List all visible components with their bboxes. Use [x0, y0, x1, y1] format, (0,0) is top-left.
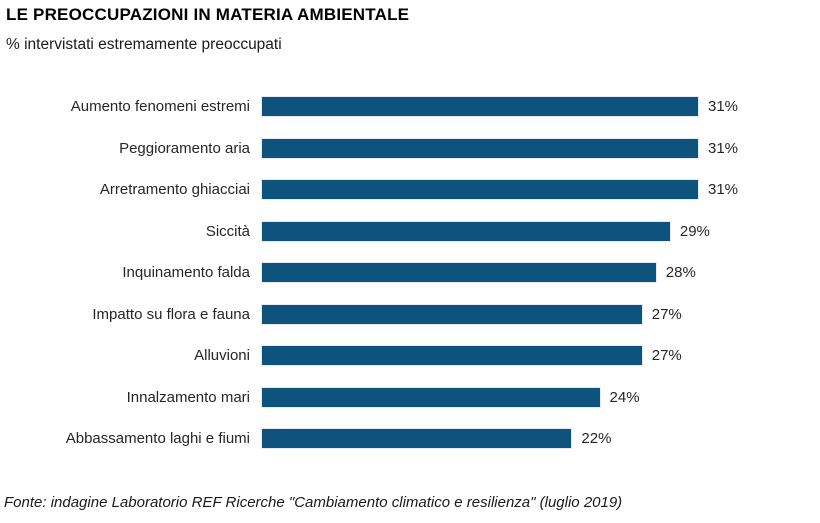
- value-label: 31%: [708, 181, 739, 199]
- value-label: 24%: [609, 388, 640, 406]
- bar-row: Impatto su flora e fauna 27%: [0, 294, 820, 336]
- bar-row: Innalzamento mari 24%: [0, 377, 820, 419]
- chart-subtitle: % intervistati estremamente preoccupati: [6, 36, 282, 53]
- bar: [262, 429, 572, 449]
- value-label: 27%: [651, 347, 682, 365]
- bar-track: 28%: [262, 263, 820, 283]
- bar: [262, 387, 600, 407]
- value-label: 22%: [581, 430, 612, 448]
- bar: [262, 138, 698, 158]
- category-label: Siccità: [205, 222, 250, 240]
- bar-row: Abbassamento laghi e fiumi 22%: [0, 418, 820, 460]
- value-label: 31%: [708, 139, 739, 157]
- bar-row: Peggioramento aria 31%: [0, 128, 820, 170]
- bar: [262, 221, 670, 241]
- bar-track: 31%: [262, 138, 820, 158]
- bar-row: Arretramento ghiacciai 31%: [0, 169, 820, 211]
- category-label: Arretramento ghiacciai: [99, 181, 250, 199]
- value-label: 29%: [679, 222, 710, 240]
- bar-track: 29%: [262, 221, 820, 241]
- bar: [262, 304, 642, 324]
- bar: [262, 346, 642, 366]
- plot-area: Aumento fenomeni estremi 31% Peggioramen…: [0, 86, 820, 460]
- bar-track: 22%: [262, 429, 820, 449]
- category-label: Aumento fenomeni estremi: [70, 98, 250, 116]
- bar-row: Siccità 29%: [0, 211, 820, 253]
- bar-track: 27%: [262, 346, 820, 366]
- bar-track: 31%: [262, 180, 820, 200]
- bar-row: Inquinamento falda 28%: [0, 252, 820, 294]
- value-label: 27%: [651, 305, 682, 323]
- category-label: Alluvioni: [194, 347, 250, 365]
- bar-track: 24%: [262, 387, 820, 407]
- source-note: Fonte: indagine Laboratorio REF Ricerche…: [4, 494, 623, 511]
- category-label: Inquinamento falda: [122, 264, 250, 282]
- category-label: Abbassamento laghi e fiumi: [65, 430, 250, 448]
- bar-row: Alluvioni 27%: [0, 335, 820, 377]
- chart-title: LE PREOCCUPAZIONI IN MATERIA AMBIENTALE: [6, 5, 410, 24]
- bar: [262, 263, 656, 283]
- bar-track: 31%: [262, 97, 820, 117]
- bar: [262, 180, 698, 200]
- category-label: Innalzamento mari: [126, 388, 250, 406]
- value-label: 28%: [665, 264, 696, 282]
- category-label: Peggioramento aria: [119, 139, 250, 157]
- bar-track: 27%: [262, 304, 820, 324]
- value-label: 31%: [708, 98, 739, 116]
- bar: [262, 97, 698, 117]
- category-label: Impatto su flora e fauna: [92, 305, 250, 323]
- bar-row: Aumento fenomeni estremi 31%: [0, 86, 820, 128]
